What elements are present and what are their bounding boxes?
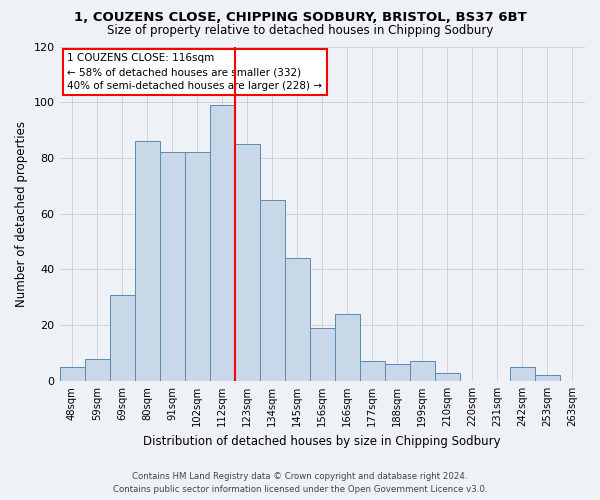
Bar — [209, 105, 235, 381]
Y-axis label: Number of detached properties: Number of detached properties — [15, 120, 28, 306]
Text: Contains HM Land Registry data © Crown copyright and database right 2024.
Contai: Contains HM Land Registry data © Crown c… — [113, 472, 487, 494]
Bar — [510, 367, 535, 381]
Bar — [134, 142, 160, 381]
Bar — [385, 364, 410, 381]
Text: Size of property relative to detached houses in Chipping Sodbury: Size of property relative to detached ho… — [107, 24, 493, 37]
Bar — [110, 294, 134, 381]
Bar — [335, 314, 360, 381]
Bar — [85, 358, 110, 381]
Bar — [310, 328, 335, 381]
Bar — [285, 258, 310, 381]
Text: 1, COUZENS CLOSE, CHIPPING SODBURY, BRISTOL, BS37 6BT: 1, COUZENS CLOSE, CHIPPING SODBURY, BRIS… — [74, 11, 526, 24]
Bar — [185, 152, 209, 381]
Bar — [360, 362, 385, 381]
Bar — [535, 376, 560, 381]
Text: 1 COUZENS CLOSE: 116sqm
← 58% of detached houses are smaller (332)
40% of semi-d: 1 COUZENS CLOSE: 116sqm ← 58% of detache… — [67, 53, 322, 91]
Bar — [435, 372, 460, 381]
Bar — [235, 144, 260, 381]
Bar — [260, 200, 285, 381]
X-axis label: Distribution of detached houses by size in Chipping Sodbury: Distribution of detached houses by size … — [143, 434, 501, 448]
Bar — [410, 362, 435, 381]
Bar — [59, 367, 85, 381]
Bar — [160, 152, 185, 381]
